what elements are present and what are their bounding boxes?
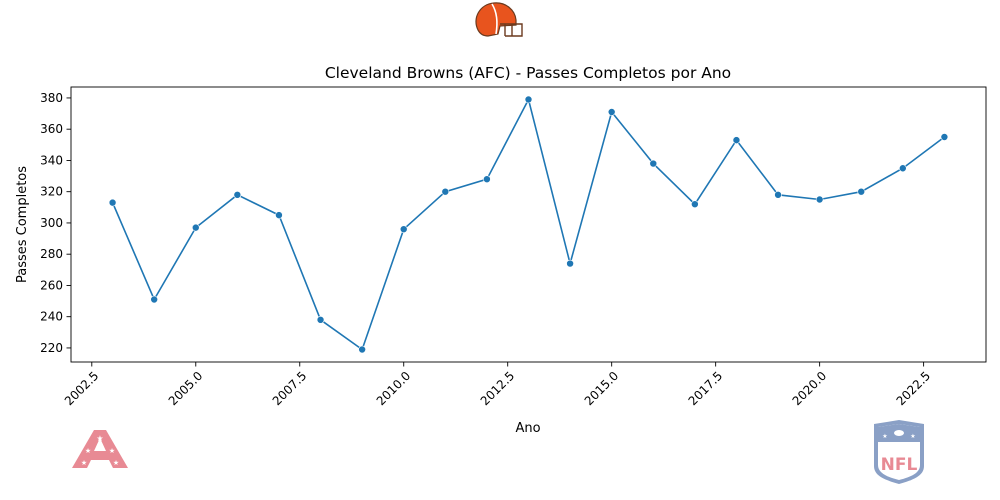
series-layer: [109, 96, 948, 353]
nfl-shield-text: NFL: [881, 455, 918, 475]
y-tick-label: 220: [40, 341, 63, 355]
x-tick-label: 2005.0: [166, 369, 206, 409]
svg-text:★: ★: [113, 459, 119, 467]
y-axis: 220 240 260 280 300 320 340 360 380: [40, 91, 71, 355]
svg-text:★: ★: [910, 433, 915, 440]
data-point: [234, 191, 241, 198]
data-point: [650, 160, 657, 167]
nfl-shield-logo: ★ ★ NFL: [874, 420, 924, 484]
series-line: [113, 100, 945, 350]
data-point: [941, 134, 948, 141]
x-axis: 2002.5 2005.0 2007.5 2010.0 2012.5 2015.0 2017…: [62, 362, 933, 408]
data-point: [359, 346, 366, 353]
plot-area: [71, 87, 986, 362]
svg-text:★: ★: [81, 459, 87, 467]
y-tick-label: 340: [40, 153, 63, 167]
x-tick-label: 2007.5: [270, 369, 310, 409]
y-axis-label: Passes Completos: [15, 166, 30, 283]
y-tick-label: 240: [40, 310, 63, 324]
y-tick-label: 360: [40, 122, 63, 136]
svg-text:★: ★: [85, 447, 91, 455]
data-point: [608, 109, 615, 116]
svg-text:★: ★: [882, 433, 887, 440]
data-point: [151, 296, 158, 303]
data-point: [858, 188, 865, 195]
y-tick-label: 300: [40, 216, 63, 230]
y-tick-label: 320: [40, 185, 63, 199]
x-tick-label: 2017.5: [686, 369, 726, 409]
data-point: [400, 226, 407, 233]
data-point: [525, 96, 532, 103]
x-tick-label: 2012.5: [478, 369, 518, 409]
data-point: [109, 199, 116, 206]
x-tick-label: 2010.0: [374, 369, 414, 409]
browns-helmet-logo: [476, 3, 522, 36]
data-point: [275, 212, 282, 219]
y-tick-label: 280: [40, 247, 63, 261]
x-tick-label: 2020.0: [790, 369, 830, 409]
data-point: [192, 224, 199, 231]
chart-title: Cleveland Browns (AFC) - Passes Completo…: [325, 64, 731, 82]
x-axis-label: Ano: [515, 421, 540, 436]
svg-text:★: ★: [109, 447, 115, 455]
data-point: [317, 316, 324, 323]
data-point: [775, 191, 782, 198]
y-tick-label: 260: [40, 278, 63, 292]
data-point: [567, 260, 574, 267]
x-tick-label: 2002.5: [62, 369, 102, 409]
afc-logo: ★ ★ ★ ★ ★: [72, 430, 128, 468]
y-tick-label: 380: [40, 91, 63, 105]
data-point: [816, 196, 823, 203]
data-point: [691, 201, 698, 208]
data-point: [899, 165, 906, 172]
svg-text:★: ★: [96, 434, 103, 443]
data-point: [442, 188, 449, 195]
data-point: [483, 176, 490, 183]
data-point: [733, 137, 740, 144]
x-tick-label: 2022.5: [894, 369, 934, 409]
x-tick-label: 2015.0: [582, 369, 622, 409]
